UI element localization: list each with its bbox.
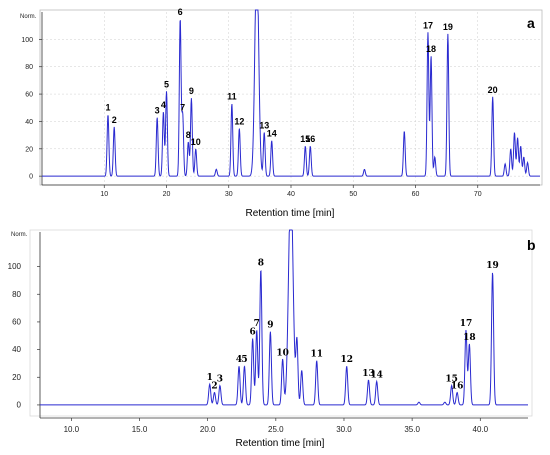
peak-label-a-1: 1 <box>105 103 110 113</box>
peak-label-b-11: 11 <box>310 350 323 360</box>
peak-label-b-2: 2 <box>211 381 217 391</box>
panel-b-x-tick-label: 20.0 <box>200 425 216 434</box>
peak-label-b-12: 12 <box>340 355 353 365</box>
peak-label-a-13: 13 <box>259 120 269 130</box>
peak-label-a-20: 20 <box>488 85 498 95</box>
panel-b-y-tick-label: 100 <box>8 262 22 271</box>
peak-label-a-16: 16 <box>305 134 315 144</box>
peak-label-b-3: 3 <box>217 375 223 385</box>
panel-a-xlabel: Retention time [min] <box>246 208 335 219</box>
panel-a-y-tick-label: 80 <box>25 64 33 71</box>
panel-a-trace-line <box>42 9 540 177</box>
peak-label-a-15: 15 <box>300 134 310 144</box>
panel-a-y-tick-label: 60 <box>25 92 33 99</box>
panel-a-letter: a <box>527 15 535 31</box>
peak-label-a-8: 8 <box>186 130 191 140</box>
peak-label-b-13: 13 <box>362 369 375 379</box>
panel-a-x-tick-label: 10 <box>100 191 108 198</box>
peak-label-a-17: 17 <box>423 21 433 31</box>
peak-label-b-1: 1 <box>207 373 213 383</box>
peak-label-b-17: 17 <box>460 319 473 329</box>
panel-b-letter: b <box>527 237 536 253</box>
peak-label-b-14: 14 <box>370 370 383 380</box>
panel-b-y-tick-label: 20 <box>12 373 21 382</box>
peak-label-b-18: 18 <box>463 333 476 343</box>
peak-label-b-19: 19 <box>486 261 499 271</box>
peak-label-a-5: 5 <box>164 79 169 89</box>
peak-label-b-15: 15 <box>445 375 458 385</box>
panel-a-x-tick-label: 50 <box>349 191 357 198</box>
panel-b-ylabel: Norm. <box>11 232 28 238</box>
panel-b-y-tick-label: 40 <box>12 345 21 354</box>
panel-b-x-tick-label: 35.0 <box>404 425 420 434</box>
panel-b-x-tick-label: 15.0 <box>132 425 148 434</box>
panel-b-xlabel: Retention time [min] <box>236 438 325 449</box>
panel-b: 10.0 15.0 20.0 25.0 30.0 35.0 40.0 0 20 40 60 80 100… <box>8 229 536 449</box>
panel-b-axes: 10.0 15.0 20.0 25.0 30.0 35.0 40.0 0 20 40 60 80 100 <box>8 232 528 434</box>
peak-label-b-10: 10 <box>276 348 289 358</box>
panel-a-y-tick-label: 40 <box>25 119 33 126</box>
panel-b-y-tick-label: 80 <box>12 290 21 299</box>
peak-label-b-16: 16 <box>451 381 464 391</box>
peak-label-a-11: 11 <box>227 92 237 102</box>
panel-a-y-tick-label: 20 <box>25 146 33 153</box>
peak-label-a-18: 18 <box>426 44 436 54</box>
panel-a-x-tick-label: 70 <box>474 191 482 198</box>
peak-label-a-12: 12 <box>234 116 244 126</box>
peak-label-a-4: 4 <box>161 100 166 110</box>
panel-b-y-tick-label: 0 <box>17 400 22 409</box>
panel-b-x-tick-label: 30.0 <box>336 425 352 434</box>
panel-b-x-tick-label: 10.0 <box>64 425 80 434</box>
panel-b-y-tick-label: 60 <box>12 317 21 326</box>
peak-label-a-9: 9 <box>189 86 194 96</box>
peak-label-a-14: 14 <box>267 129 277 139</box>
peak-label-a-19: 19 <box>443 22 453 32</box>
peak-label-a-10: 10 <box>191 137 201 147</box>
panel-a-x-tick-label: 20 <box>163 191 171 198</box>
peak-label-b-8: 8 <box>258 258 264 268</box>
peak-label-b-6: 6 <box>250 328 256 338</box>
panel-a-grid <box>42 12 540 183</box>
panel-b-trace-line <box>40 229 528 406</box>
panel-b-x-tick-label: 25.0 <box>268 425 284 434</box>
panel-b-x-tick-label: 40.0 <box>473 425 489 434</box>
peak-label-a-2: 2 <box>112 115 117 125</box>
peak-label-b-7: 7 <box>254 319 260 329</box>
peak-label-a-3: 3 <box>155 105 160 115</box>
peak-label-b-9: 9 <box>267 321 273 331</box>
peak-label-b-4: 4 <box>236 355 242 365</box>
panel-a-y-tick-label: 100 <box>21 37 33 44</box>
panel-a-x-tick-label: 60 <box>412 191 420 198</box>
panel-b-frame <box>29 229 533 417</box>
panel-a-x-tick-label: 40 <box>287 191 295 198</box>
panel-a-y-tick-label: 0 <box>29 174 33 181</box>
panel-a-ylabel: Norm. <box>20 14 37 20</box>
peak-label-a-6: 6 <box>178 7 183 17</box>
peak-label-a-7: 7 <box>180 103 185 113</box>
panel-a-axes: 10 20 30 40 50 60 70 0 20 40 60 80 100 <box>21 12 540 198</box>
peak-label-b-5: 5 <box>241 355 247 365</box>
panel-a-x-tick-label: 30 <box>225 191 233 198</box>
